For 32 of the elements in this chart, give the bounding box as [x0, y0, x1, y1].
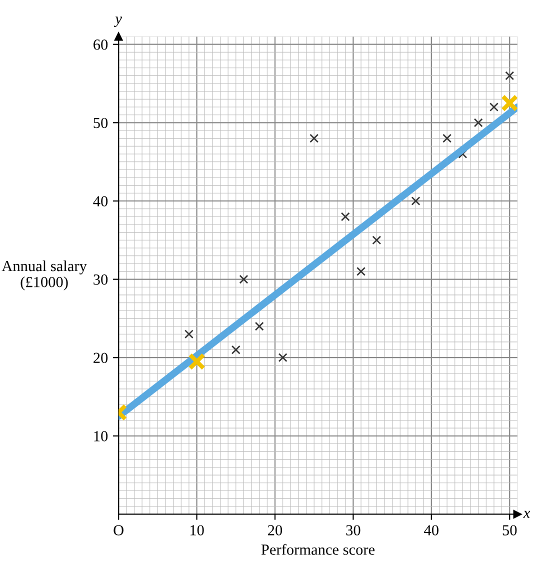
x-tick-label: 30	[346, 525, 360, 536]
point	[474, 118, 483, 128]
x-tick-label: 10	[190, 525, 204, 536]
x-tick-label: 40	[424, 525, 438, 536]
point	[442, 134, 452, 143]
x-tick-label: 20	[268, 525, 282, 536]
y-tick-label: 40	[93, 196, 108, 206]
x-axis-title: Performance score	[261, 544, 375, 555]
y-tick-label: 20	[94, 352, 108, 364]
point	[239, 274, 248, 284]
text: x	[523, 510, 530, 518]
text: y	[114, 16, 122, 27]
point	[340, 212, 350, 222]
y-tick-label: 50	[94, 118, 108, 128]
x-tick-label: O	[114, 525, 124, 536]
point	[254, 322, 264, 331]
point	[500, 94, 518, 112]
point	[372, 236, 382, 245]
point	[310, 134, 319, 143]
point	[489, 102, 498, 112]
point	[184, 330, 194, 339]
y-tick-label: 60	[94, 40, 108, 50]
point	[188, 352, 206, 370]
point	[278, 353, 288, 362]
point	[505, 71, 514, 80]
y-tick-label: 30	[94, 274, 108, 285]
y-tick-label: 10	[94, 431, 108, 442]
y-axis-title: Annual salary (£1000)	[2, 260, 87, 290]
point	[411, 196, 420, 206]
x-tick-label: 50	[502, 525, 517, 536]
point	[231, 345, 240, 354]
point	[356, 266, 366, 276]
